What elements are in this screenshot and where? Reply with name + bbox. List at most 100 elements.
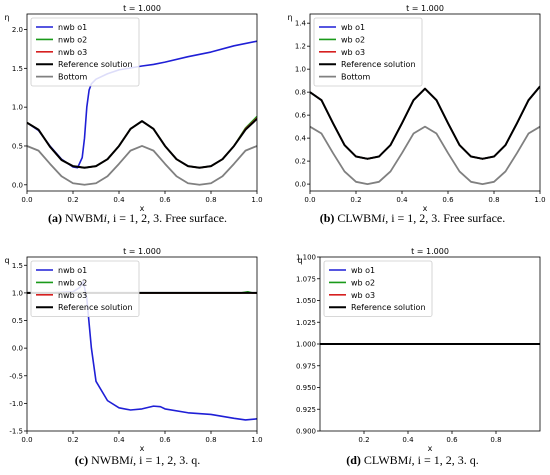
legend-entry: Bottom [341, 73, 371, 82]
legend-entry: nwb o3 [58, 291, 87, 300]
y-tick-label: -1.5 [9, 428, 23, 436]
series-line-1 [310, 85, 540, 160]
y-tick-label: 1.0 [12, 289, 23, 297]
chart-c: t = 1.000 0.0 0.2 0.4 0.6 0.8 1.0 -1.5 -1.0 -0.5 0… [4, 247, 262, 453]
y-axis-label: q [4, 256, 9, 265]
legend-entry: Reference solution [341, 60, 416, 69]
legend-entry: wb o2 [341, 35, 365, 44]
y-tick-label: 0.6 [295, 112, 307, 120]
x-tick-label: 0.6 [159, 436, 171, 444]
y-tick-label: -1.0 [9, 400, 23, 408]
x-tick-label: 0.2 [350, 196, 361, 204]
plot-frame [26, 13, 258, 192]
x-tick-label: 0.6 [446, 436, 458, 444]
x-tick-label: 0.8 [488, 196, 499, 204]
series-line-0 [310, 85, 540, 160]
y-tick-label: 0.0 [12, 181, 23, 189]
series-line-2 [310, 85, 540, 160]
x-tick-label: 0.4 [402, 436, 414, 444]
y-tick-label: 1.5 [12, 65, 23, 73]
y-tick-label: 0.8 [295, 89, 306, 97]
chart-d: t = 1.000 0.2 0.4 0.6 0.8 0.900 0.925 0.950 0.97… [296, 247, 541, 453]
y-tick-label: 0.950 [296, 384, 316, 392]
x-tick-label: 0.8 [490, 436, 501, 444]
legend-entry: nwb o1 [58, 266, 87, 275]
legend-entry: wb o1 [341, 23, 365, 32]
x-tick-label: 0.2 [358, 436, 369, 444]
y-tick-label: 1.000 [296, 341, 316, 349]
x-axis-label: x [423, 204, 428, 213]
x-tick-label: 0.4 [113, 436, 125, 444]
x-axis-label: x [140, 444, 145, 453]
plot-frame [309, 13, 541, 192]
legend-entry: wb o1 [351, 266, 375, 275]
y-axis-label: η [287, 13, 292, 22]
chart-title: t = 1.000 [411, 247, 449, 256]
x-tick-label: 1.0 [534, 196, 545, 204]
legend-entry: nwb o2 [58, 278, 87, 287]
x-tick-label: 0.0 [21, 436, 32, 444]
series-line-4 [310, 125, 540, 185]
legend-box [313, 17, 423, 87]
y-tick-label: 1.100 [296, 254, 316, 262]
y-tick-label: 1.2 [295, 43, 306, 51]
x-tick-label: 0.6 [442, 196, 454, 204]
legend-box [30, 260, 140, 317]
x-axis-label: x [140, 204, 145, 213]
x-tick-label: 0.0 [304, 196, 315, 204]
x-tick-label: 0.6 [159, 196, 171, 204]
legend-entry: wb o2 [351, 278, 375, 287]
legend-entry: nwb o2 [58, 35, 87, 44]
y-tick-label: -0.5 [9, 372, 23, 380]
y-tick-label: 0.925 [296, 406, 316, 414]
legend-entry: wb o3 [351, 291, 375, 300]
x-tick-label: 0.2 [67, 196, 78, 204]
plot-frame [26, 256, 258, 432]
y-tick-label: 2.0 [12, 26, 23, 34]
y-tick-label: 1.5 [12, 262, 23, 270]
legend-entry: Reference solution [58, 60, 133, 69]
series-line-4 [27, 145, 257, 186]
chart-b: t = 1.000 0.0 0.2 0.4 0.6 0.8 1.0 0.0 0.2 0.4 0.6 0… [287, 4, 545, 213]
chart-a: t = 1.000 0.0 0.2 0.4 0.6 0.8 1.0 0.0 0.5 1.0 1.5 2… [4, 4, 262, 213]
chart-title: t = 1.000 [123, 4, 161, 13]
y-axis-label: η [4, 13, 9, 22]
series-line-3 [310, 85, 540, 160]
caption-d: (d) CLWBMi, i = 1, 2, 3. q. [346, 453, 479, 467]
legend-entry: nwb o3 [58, 48, 87, 57]
y-tick-label: 0.2 [295, 158, 306, 166]
y-tick-label: 1.025 [296, 319, 316, 327]
y-tick-label: 0.5 [12, 142, 23, 150]
y-tick-label: 1.4 [295, 20, 307, 28]
series-line-3 [27, 118, 257, 169]
x-tick-label: 0.8 [205, 196, 216, 204]
x-tick-label: 1.0 [251, 196, 262, 204]
legend-entry: wb o3 [341, 48, 365, 57]
x-tick-label: 0.4 [113, 196, 125, 204]
legend-entry: Reference solution [351, 303, 426, 312]
legend-entry: Bottom [58, 73, 88, 82]
y-tick-label: 1.050 [296, 297, 316, 305]
y-tick-label: 1.075 [296, 275, 316, 283]
y-tick-label: 0.5 [12, 317, 23, 325]
x-tick-label: 0.8 [205, 436, 216, 444]
x-tick-label: 0.2 [67, 436, 78, 444]
y-axis-label: q [297, 256, 302, 265]
y-tick-label: 1.0 [12, 104, 23, 112]
legend-box [323, 260, 433, 317]
x-tick-label: 0.0 [21, 196, 32, 204]
caption-b: (b) CLWBMi, i = 1, 2, 3. Free surface. [319, 211, 506, 225]
chart-title: t = 1.000 [123, 247, 161, 256]
legend-entry: Reference solution [58, 303, 133, 312]
caption-a: (a) NWBMi, i = 1, 2, 3. Free surface. [47, 211, 228, 225]
x-tick-label: 1.0 [251, 436, 262, 444]
y-tick-label: 1.0 [295, 66, 306, 74]
y-tick-label: 0.0 [12, 345, 23, 353]
x-tick-label: 0.4 [396, 196, 408, 204]
y-tick-label: 0.4 [295, 135, 307, 143]
legend-entry: nwb o1 [58, 23, 87, 32]
y-tick-label: 0.975 [296, 362, 316, 370]
x-axis-label: x [428, 444, 433, 453]
y-tick-label: 0.900 [296, 428, 316, 436]
